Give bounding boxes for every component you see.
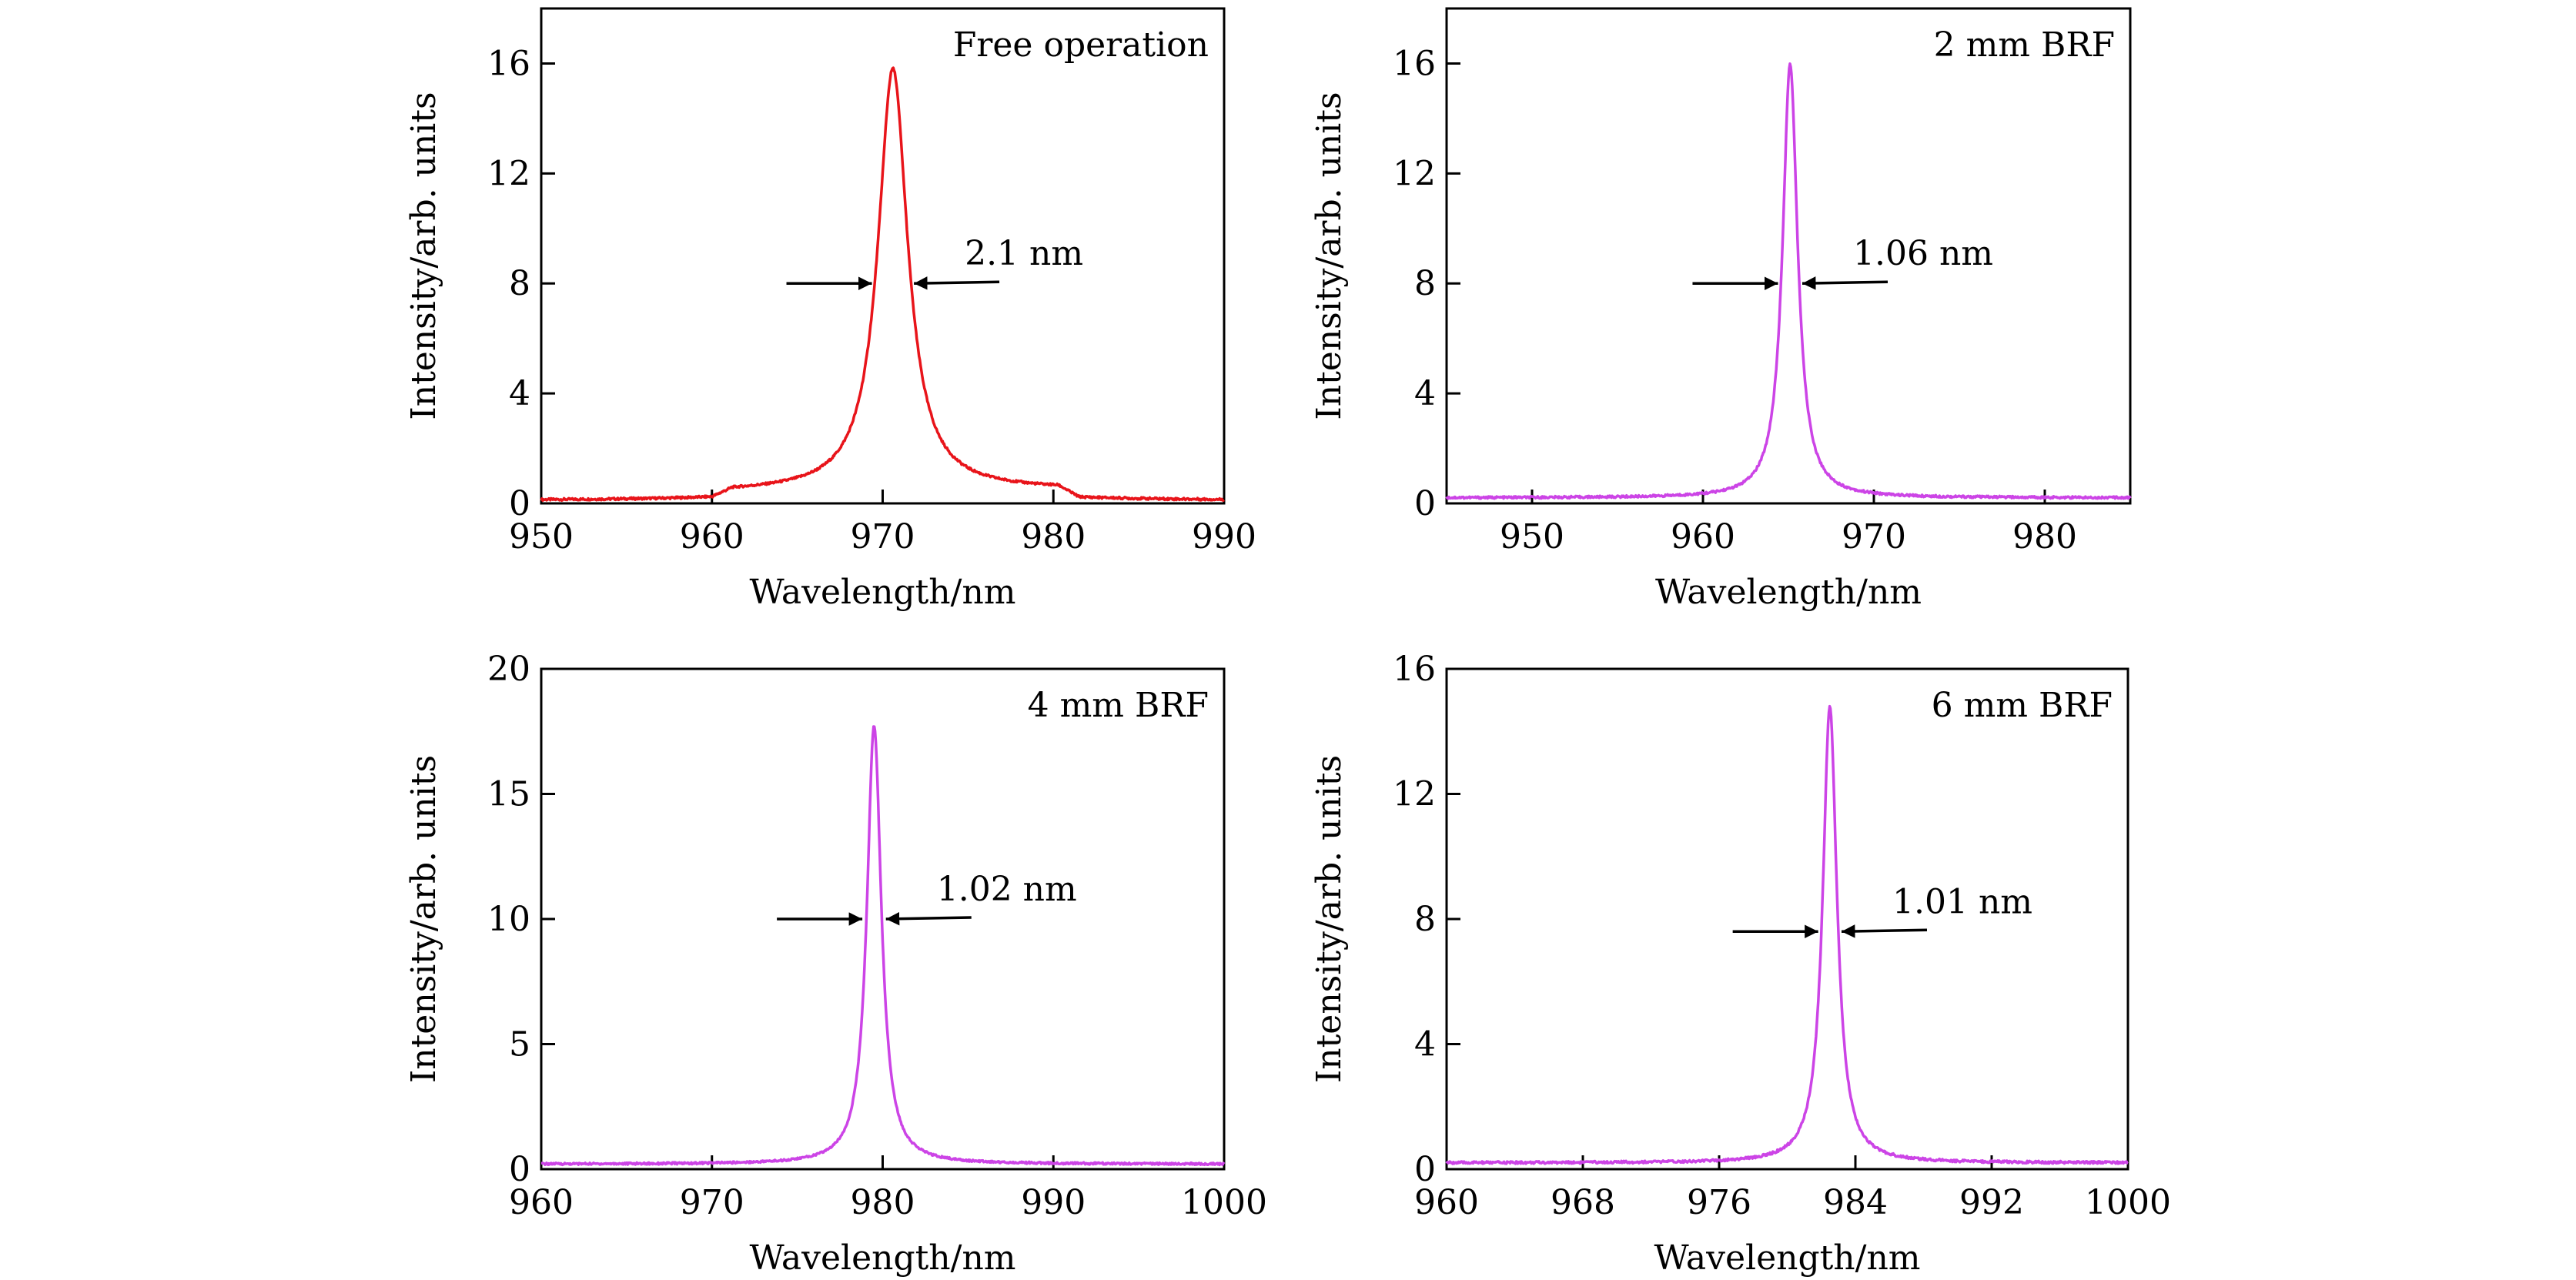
y-tick-label: 0 (509, 1150, 530, 1189)
x-tick-label: 992 (1959, 1183, 2024, 1222)
y-tick-label: 8 (1414, 900, 1436, 939)
x-axis-label: Wavelength/nm (1655, 573, 1922, 612)
y-tick-label: 12 (1393, 154, 1436, 193)
y-tick-label: 20 (487, 650, 530, 689)
fwhm-label: 1.06 nm (1853, 234, 1993, 273)
y-tick-label: 12 (1393, 775, 1436, 814)
x-tick-label: 990 (1192, 517, 1256, 556)
x-axis-label: Wavelength/nm (749, 1238, 1015, 1278)
fwhm-label: 2.1 nm (965, 234, 1083, 273)
panel-2: 950 960 970 980 0 4 8 12 16 Wavelength/nm Intensit… (1310, 7, 2132, 612)
x-tick-label: 970 (1842, 517, 1906, 556)
fwhm-label: 1.02 nm (937, 870, 1077, 909)
x-axis-label: Wavelength/nm (1654, 1238, 1920, 1278)
spectrum-line (1445, 62, 2132, 500)
x-tick-label: 980 (1021, 517, 1086, 556)
panel-title: Free operation (953, 25, 1209, 65)
y-tick-label: 0 (1414, 1150, 1436, 1189)
plot-frame (540, 7, 1226, 505)
y-tick-label: 4 (1414, 374, 1436, 413)
fwhm-arrow-right (885, 911, 972, 926)
x-tick-label: 980 (2012, 517, 2077, 556)
y-tick-label: 4 (1414, 1025, 1436, 1064)
y-tick-label: 5 (509, 1025, 530, 1064)
panel-title: 6 mm BRF (1932, 686, 2113, 725)
y-tick-label: 16 (487, 44, 530, 83)
x-tick-label: 968 (1551, 1183, 1615, 1222)
panel-title: 4 mm BRF (1028, 686, 1209, 725)
y-tick-label: 0 (509, 484, 530, 523)
x-tick-label: 950 (509, 517, 574, 556)
x-tick-label: 976 (1687, 1183, 1751, 1222)
panel-1: 950 960 970 980 990 0 4 8 12 16 Wavelength/nm Inten… (404, 7, 1256, 612)
x-tick-label: 1000 (1181, 1183, 1267, 1222)
fwhm-arrow-right (1802, 276, 1889, 290)
x-tick-label: 970 (680, 1183, 744, 1222)
x-tick-label: 960 (509, 1183, 574, 1222)
x-tick-label: 1000 (2085, 1183, 2171, 1222)
x-tick-label: 970 (851, 517, 915, 556)
x-axis-label: Wavelength/nm (749, 573, 1015, 612)
y-tick-label: 10 (487, 900, 530, 939)
x-tick-label: 960 (1671, 517, 1735, 556)
y-tick-label: 4 (509, 374, 530, 413)
y-tick-label: 12 (487, 154, 530, 193)
spectrum-line (1445, 704, 2129, 1165)
y-tick-label: 16 (1393, 44, 1436, 83)
y-axis-label: Intensity/arb. units (1310, 92, 1349, 419)
panel-3: 960 970 980 990 1000 0 5 10 15 20 Wavelength/nm Int… (404, 650, 1267, 1278)
y-tick-label: 15 (487, 775, 530, 814)
x-tick-label: 960 (1414, 1183, 1479, 1222)
fwhm-label: 1.01 nm (1892, 882, 2032, 921)
spectrum-line (540, 66, 1226, 503)
x-tick-label: 980 (851, 1183, 915, 1222)
spectrum-line (540, 725, 1226, 1167)
y-axis-label: Intensity/arb. units (404, 755, 443, 1083)
y-tick-label: 0 (1414, 484, 1436, 523)
x-tick-label: 950 (1500, 517, 1564, 556)
y-tick-label: 8 (1414, 264, 1436, 303)
fwhm-arrow-right (1841, 924, 1928, 938)
fwhm-arrow-right (914, 276, 1000, 290)
panel-4: 960 968 976 984 992 1000 0 4 8 12 16 Wavelength/nm I… (1310, 650, 2171, 1278)
y-tick-label: 16 (1393, 650, 1436, 689)
y-axis-label: Intensity/arb. units (1310, 755, 1349, 1083)
panel-title: 2 mm BRF (1934, 25, 2115, 65)
x-tick-label: 984 (1823, 1183, 1888, 1222)
y-axis-label: Intensity/arb. units (404, 92, 443, 419)
plot-frame (1445, 7, 2132, 505)
y-tick-label: 8 (509, 264, 530, 303)
x-tick-label: 990 (1021, 1183, 1086, 1222)
x-tick-label: 960 (680, 517, 744, 556)
